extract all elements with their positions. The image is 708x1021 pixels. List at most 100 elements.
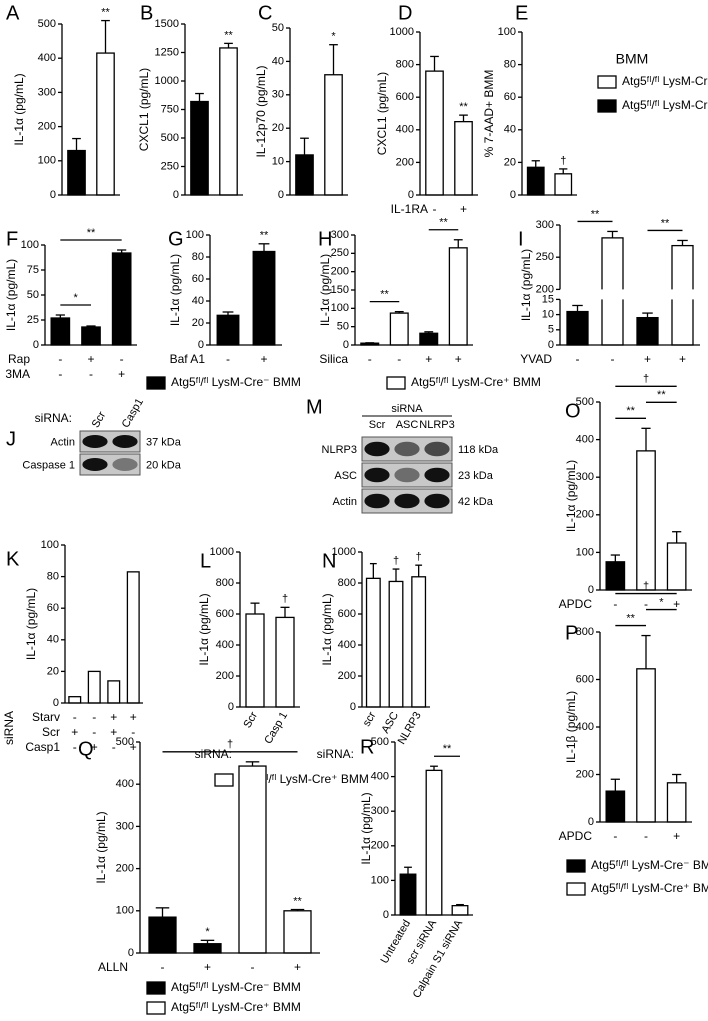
condition-sign: - [397,352,401,366]
significance-label: ** [626,405,635,417]
panel-letter: H [318,228,332,250]
y-tick-label: 200 [371,840,389,852]
y-tick-label: 20 [47,665,59,677]
axis-break [552,289,702,300]
blot-band [394,467,420,483]
panel-letter: M [306,396,323,418]
condition-label: Baf A1 [170,352,206,366]
lane-header: siRNA [391,403,423,415]
condition-sign: - [368,352,372,366]
bar [148,916,177,954]
lane-label: NLRP3 [419,419,454,431]
y-axis-label: IL-12p70 (pg/mL) [254,65,268,157]
blot-band [424,493,450,509]
condition-label: Silica [319,352,348,366]
panel-letter: L [200,550,211,572]
y-tick-label: 250 [161,160,179,172]
condition-label: 3MA [5,367,30,381]
y-tick-label: 0 [510,189,516,201]
bar [238,765,267,954]
y-tick-label: 800 [396,59,414,71]
y-tick-label: 0 [588,584,594,596]
significance-label: ** [443,743,452,755]
y-tick-label: 500 [371,736,389,748]
bar [190,100,209,196]
y-axis-label: IL-1α (pg/mL) [168,254,182,326]
legend-swatch [386,376,406,390]
y-tick-label: 50 [27,289,39,301]
bar [81,326,101,346]
panel-letter: K [6,548,20,570]
y-axis-label: IL-1α (pg/mL) [197,593,211,665]
bar [666,542,687,591]
condition-sign: + [87,352,94,366]
bar [67,149,86,196]
y-tick-label: 0 [33,339,39,351]
y-tick-label: 100 [116,905,134,917]
significance-label: ** [87,227,96,239]
y-tick-label: 25 [27,314,39,326]
bar [636,450,656,591]
blot-band [394,441,420,457]
y-tick-label: 200 [216,670,234,682]
significance-label: ** [293,895,302,907]
condition-sign: + [460,202,467,216]
bar [96,52,115,196]
y-tick-label: 1500 [155,18,179,30]
y-tick-label: 75 [27,264,39,276]
y-tick-label: 40 [192,295,204,307]
panel-letter: A [6,2,20,24]
condition-sign: - [89,367,93,381]
y-tick-label: 200 [576,509,594,521]
significance-label: ** [661,217,670,229]
legend-label: Atg5ᶠˡ/ᶠˡ LysM-Cre⁻ [622,98,708,112]
panel-letter: C [258,2,272,24]
y-tick-label: 600 [338,608,356,620]
legend-swatch [597,99,617,113]
y-tick-label: 0 [228,701,234,713]
y-tick-label: 60 [504,91,516,103]
significance-label: ** [459,101,468,113]
y-tick-label: 0 [198,339,204,351]
bar [411,576,427,708]
y-tick-label: 200 [338,670,356,682]
row-size: 37 kDa [146,436,182,448]
y-tick-label: 1000 [155,75,179,87]
panel-letter: E [515,2,528,24]
y-tick-label: 80 [47,571,59,583]
y-axis-label: % 7-AAD+ BMM [482,70,496,158]
bar [636,668,656,823]
y-tick-label: 0 [343,339,349,351]
y-tick-label: 40 [504,124,516,136]
blot-band [82,435,108,448]
condition-sign: + [71,725,78,739]
category-axis-label: siRNA: [195,747,232,761]
bar [454,121,473,196]
row-size: 23 kDa [458,470,494,482]
y-tick-label: 20 [504,156,516,168]
y-tick-label: 1000 [210,546,234,558]
condition-label: APDC [559,597,593,611]
condition-sign: - [161,960,165,974]
y-tick-label: 40 [272,55,284,67]
condition-sign: + [425,352,432,366]
y-tick-label: 400 [396,124,414,136]
condition-sign: + [679,352,686,366]
bar [419,332,439,346]
bar [219,47,238,196]
condition-sign: + [130,740,137,754]
y-tick-label: 10 [542,309,554,321]
y-axis-label: IL-1α (pg/mL) [320,593,334,665]
blot-band [424,467,450,483]
y-tick-label: 200 [116,863,134,875]
bar [425,70,444,196]
lane-label: Scr [90,409,109,430]
y-tick-label: 1000 [332,546,356,558]
bar [448,247,468,346]
bar [365,577,381,708]
y-tick-label: 0 [548,339,554,351]
condition-label: Starv [32,710,60,724]
condition-label: Scr [42,725,60,739]
blot-band [364,467,390,483]
